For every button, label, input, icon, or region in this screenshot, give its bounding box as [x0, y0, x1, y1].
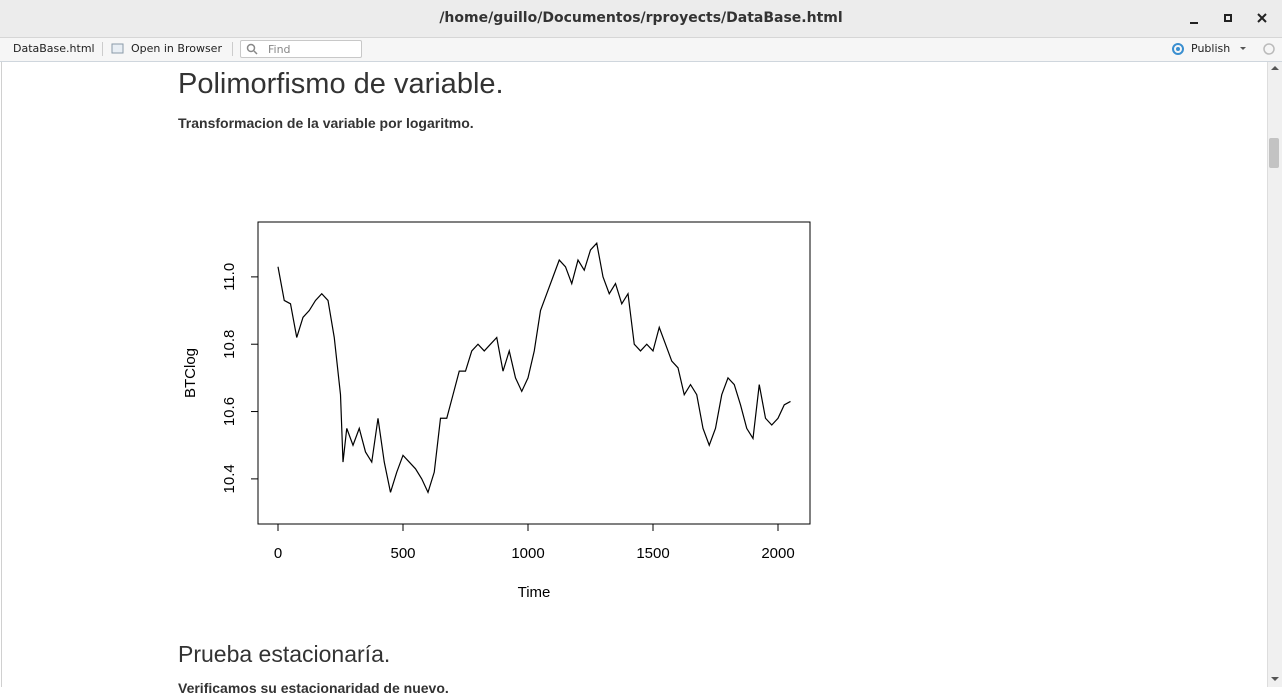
browser-icon: [111, 43, 124, 54]
y-tick-label: 10.6: [221, 397, 238, 426]
title-bar: /home/guillo/Documentos/rproyects/DataBa…: [0, 0, 1282, 38]
viewer-content: [1, 62, 1267, 687]
x-tick-label: 0: [274, 545, 282, 562]
file-tab[interactable]: DataBase.html: [13, 42, 95, 55]
data-line: [277, 241, 791, 495]
dropdown-arrow[interactable]: [1239, 46, 1247, 52]
window-title: /home/guillo/Documentos/rproyects/DataBa…: [439, 10, 843, 26]
find-box[interactable]: Find: [240, 40, 362, 58]
window-controls[interactable]: [1185, 12, 1275, 26]
x-axis-label: Time: [518, 584, 551, 601]
x-tick-label: 2000: [761, 545, 794, 562]
x-tick-label: 500: [390, 545, 415, 562]
y-tick-label: 10.4: [221, 464, 238, 493]
scrollbar[interactable]: [1267, 62, 1282, 687]
subtitle: Transformacion de la variable por logari…: [178, 115, 474, 131]
toolbar: DataBase.html Open in Browser Find Publi…: [0, 38, 1282, 62]
scroll-thumb[interactable]: [1269, 138, 1279, 168]
open-in-browser[interactable]: Open in Browser: [131, 42, 222, 55]
heading: Prueba estacionaría.: [178, 641, 391, 667]
search-icon: [246, 43, 258, 55]
publish-button[interactable]: Publish: [1191, 42, 1231, 55]
y-tick-label: 11.0: [221, 263, 238, 291]
plot-box: [257, 221, 811, 525]
scroll-down[interactable]: [1271, 676, 1279, 682]
y-axis-label: BTClog: [182, 348, 199, 398]
x-tick-label: 1500: [636, 545, 669, 562]
refresh-icon[interactable]: [1261, 41, 1277, 57]
chart: Time BTClog 0 500 1000 1500 2000 10.4 10.6 10.8…: [182, 221, 811, 601]
x-tick-label: 1000: [511, 545, 544, 562]
paragraph: Verificamos su estacionaridad de nuevo.: [178, 680, 449, 696]
scroll-up[interactable]: [1271, 65, 1279, 71]
publish-icon: [1172, 43, 1184, 55]
heading: Polimorfismo de variable.: [178, 68, 504, 100]
y-tick-label: 10.8: [221, 330, 238, 359]
find-placeholder: Find: [268, 43, 291, 56]
